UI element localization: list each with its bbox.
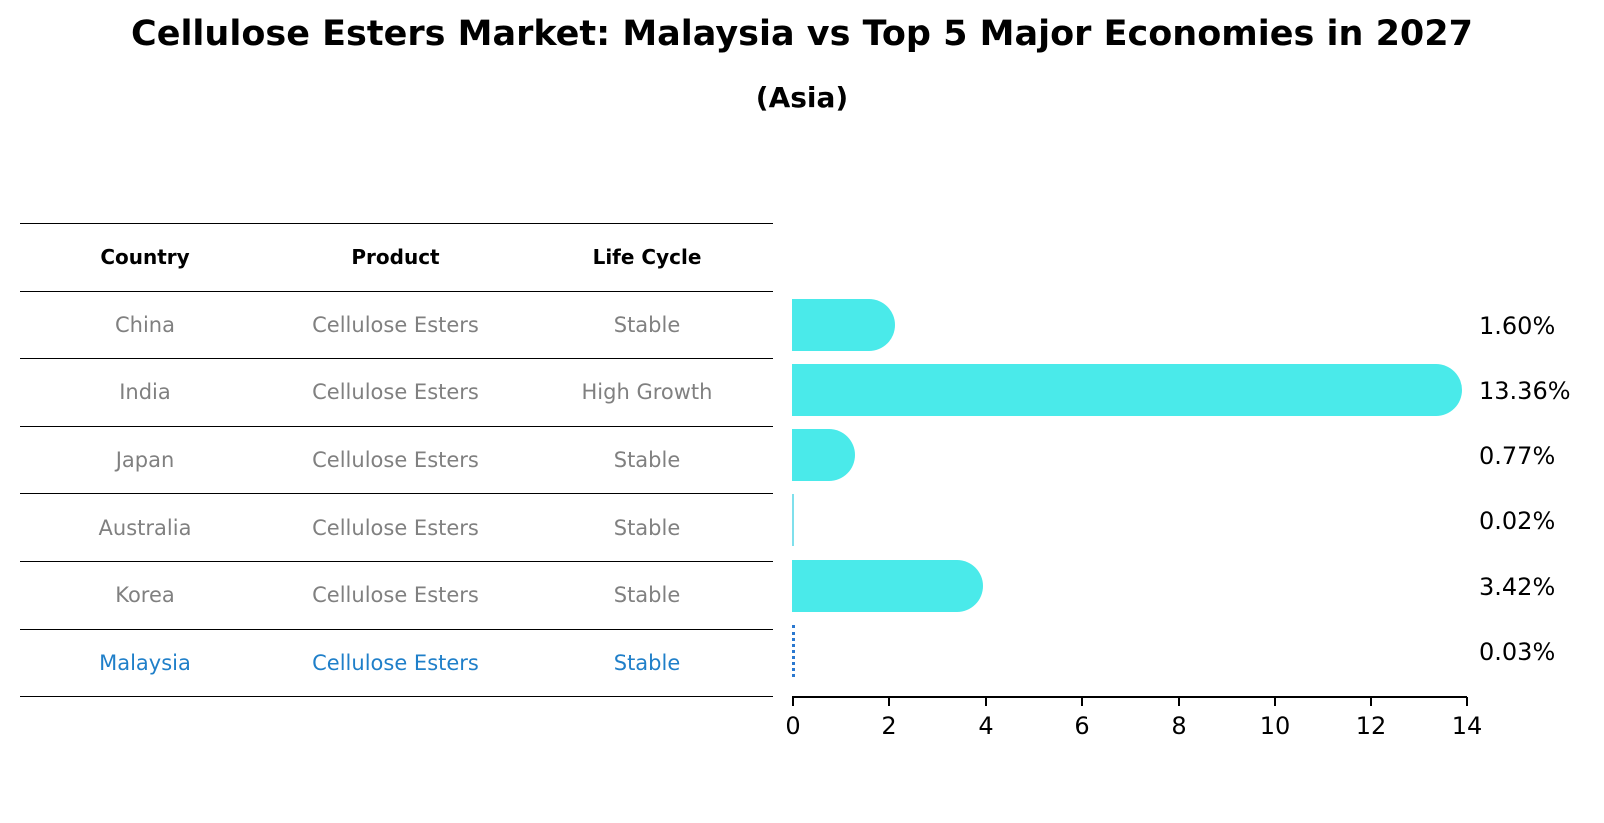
product-cell: Cellulose Esters [312, 583, 479, 608]
product-cell: Cellulose Esters [312, 312, 479, 337]
country-cell: India [119, 380, 171, 405]
table-header-row: Country Product Life Cycle [20, 223, 773, 291]
x-tick-label: 12 [1355, 712, 1387, 740]
bar-korea [792, 560, 983, 612]
x-tick-label: 10 [1259, 712, 1291, 740]
table-row: Japan Cellulose Esters Stable [20, 425, 773, 494]
value-label: 0.77% [1479, 442, 1556, 470]
value-label: 1.60% [1479, 312, 1556, 340]
country-cell: Australia [98, 515, 192, 540]
chart-subtitle: (Asia) [755, 81, 849, 114]
x-tick [985, 697, 987, 706]
life-cycle-cell: Stable [613, 583, 681, 608]
x-tick-label: 4 [978, 712, 994, 740]
table-row-highlighted: Malaysia Cellulose Esters Stable [20, 628, 773, 698]
country-cell: Malaysia [99, 650, 191, 675]
x-tick [792, 697, 794, 706]
product-cell: Cellulose Esters [312, 380, 479, 405]
table-row: Korea Cellulose Esters Stable [20, 560, 773, 629]
life-cycle-cell: Stable [613, 515, 681, 540]
value-label: 3.42% [1479, 573, 1556, 601]
product-cell: Cellulose Esters [312, 650, 479, 675]
data-table: Country Product Life Cycle China Cellulo… [20, 223, 773, 698]
x-tick-label: 0 [785, 712, 801, 740]
x-tick-label: 2 [881, 712, 897, 740]
header-country: Country [100, 245, 190, 270]
value-label: 0.02% [1479, 507, 1556, 535]
table-row: China Cellulose Esters Stable [20, 290, 773, 359]
x-tick [1370, 697, 1372, 706]
country-cell: Korea [115, 583, 175, 608]
x-tick-label: 8 [1171, 712, 1187, 740]
table-row: India Cellulose Esters High Growth [20, 358, 773, 426]
bar-china [792, 299, 895, 351]
country-cell: China [115, 312, 175, 337]
chart-title: Cellulose Esters Market: Malaysia vs Top… [131, 14, 1473, 54]
x-tick-label: 6 [1074, 712, 1090, 740]
x-tick [1178, 697, 1180, 706]
product-cell: Cellulose Esters [312, 515, 479, 540]
country-cell: Japan [115, 448, 175, 473]
x-tick [888, 697, 890, 706]
life-cycle-cell: Stable [613, 312, 681, 337]
life-cycle-cell: Stable [613, 448, 681, 473]
value-label: 13.36% [1479, 377, 1571, 405]
header-life-cycle: Life Cycle [592, 245, 702, 270]
bar-australia [792, 494, 794, 546]
value-label: 0.03% [1479, 638, 1556, 666]
x-tick [1274, 697, 1276, 706]
table-row: Australia Cellulose Esters Stable [20, 493, 773, 561]
x-axis-line [792, 696, 1467, 698]
x-tick [1081, 697, 1083, 706]
bar-india [792, 364, 1462, 416]
product-cell: Cellulose Esters [312, 448, 479, 473]
x-tick [1466, 697, 1468, 706]
life-cycle-cell: Stable [613, 650, 681, 675]
x-tick-label: 14 [1451, 712, 1483, 740]
bar-japan [792, 429, 855, 481]
bar-malaysia [792, 625, 798, 677]
header-product: Product [351, 245, 440, 270]
life-cycle-cell: High Growth [581, 380, 713, 405]
